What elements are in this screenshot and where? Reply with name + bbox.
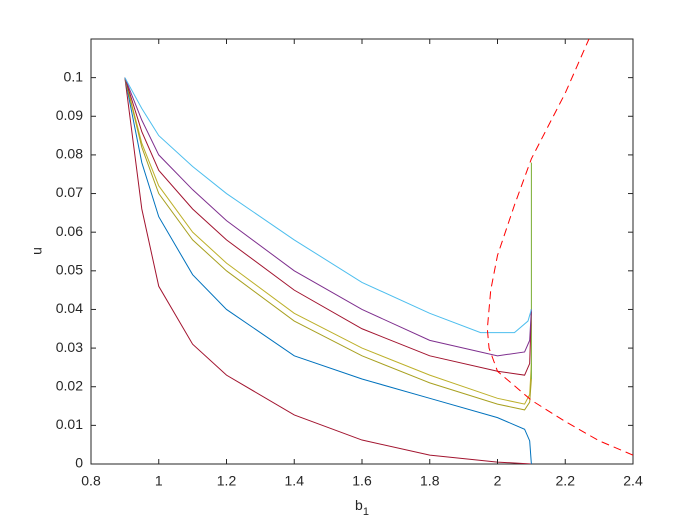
x-tick-label: 1.8: [420, 473, 440, 489]
plot-area: [90, 38, 634, 465]
x-tick-label: 2: [494, 473, 502, 489]
y-tick-label: 0: [75, 455, 83, 471]
y-tick-label: 0.02: [56, 377, 83, 393]
series-line: [124, 77, 532, 376]
x-axis-label-sub: 1: [363, 506, 369, 518]
x-tick-label: 0.8: [81, 473, 101, 489]
series-line: [124, 77, 532, 464]
series-line: [124, 77, 532, 411]
y-tick-label: 0.04: [56, 300, 83, 316]
x-tick-label: 2.2: [556, 473, 576, 489]
x-tick-label: 1.2: [217, 473, 237, 489]
y-tick-label: 0.06: [56, 223, 83, 239]
lines: [124, 39, 633, 464]
y-axis-label: u: [29, 247, 45, 255]
x-tick-label: 1.6: [352, 473, 372, 489]
series-line: [486, 39, 633, 456]
y-tick-label: 0.1: [64, 68, 84, 84]
y-tick-label: 0.09: [56, 107, 83, 123]
x-tick-label: 1.4: [285, 473, 305, 489]
y-tick-label: 0.08: [56, 146, 83, 162]
y-tick-label: 0.05: [56, 262, 83, 278]
x-axis-label: b1: [355, 497, 369, 518]
x-tick-label: 1: [155, 473, 163, 489]
series-line: [124, 77, 532, 334]
series-line: [124, 77, 532, 405]
series-line: [124, 77, 532, 357]
y-tick-label: 0.01: [56, 416, 83, 432]
y-tick-label: 0.03: [56, 339, 83, 355]
y-tick-label: 0.07: [56, 184, 83, 200]
x-tick-label: 2.4: [623, 473, 643, 489]
x-axis-label-main: b: [355, 497, 363, 513]
series-line: [124, 77, 532, 464]
